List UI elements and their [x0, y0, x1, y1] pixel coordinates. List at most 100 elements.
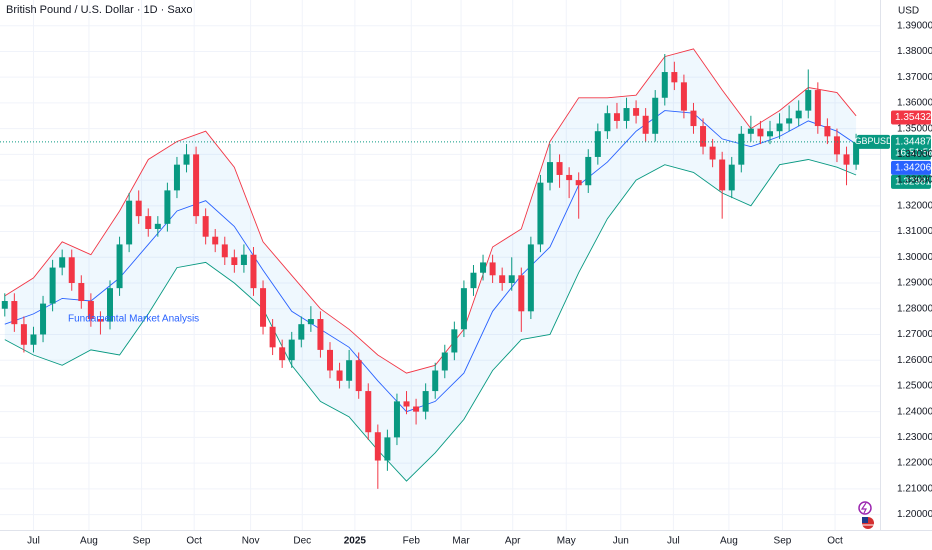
candle-body [767, 131, 773, 137]
x-tick-label: 2025 [344, 536, 367, 547]
candle-body [173, 164, 180, 191]
x-tick-label: Dec [293, 536, 311, 547]
currency-label: USD [898, 6, 919, 17]
candle-body [776, 123, 783, 132]
candle-body [97, 319, 104, 322]
candle-body [537, 182, 544, 245]
price-tag-label: 1.35432 [895, 112, 932, 123]
candle-body [240, 254, 247, 265]
y-tick-label: 1.24000 [897, 406, 932, 417]
candle-body [20, 324, 27, 345]
symbol-label: GBPUSD [854, 136, 893, 146]
last-price-tag [891, 134, 931, 160]
candle-body [441, 352, 448, 371]
candle-body [59, 257, 66, 268]
y-tick-label: 1.39000 [897, 20, 932, 31]
y-tick-label: 1.25000 [897, 381, 932, 392]
symbol-tag [857, 134, 890, 149]
x-tick-label: Jun [613, 536, 629, 547]
candle-body [700, 126, 707, 147]
candle-body [633, 108, 640, 116]
candle-body [307, 319, 314, 325]
candle-body [604, 113, 611, 132]
candle-body [87, 301, 94, 320]
price-tag-label: 1.32981 [895, 176, 932, 187]
candle-body [393, 401, 400, 438]
candle-body [49, 267, 56, 304]
grid [0, 0, 880, 530]
candle-body [642, 115, 649, 134]
candle-body [260, 288, 267, 327]
candle-body [833, 136, 840, 155]
candle-body [279, 347, 286, 361]
x-tick-label: Aug [80, 536, 98, 547]
candle-body [661, 72, 668, 98]
candle-body [384, 437, 391, 461]
candle-body [652, 97, 659, 134]
candle-body [154, 223, 161, 229]
candle-body [613, 113, 620, 121]
x-tick-label: Feb [403, 536, 421, 547]
candle-body [317, 319, 324, 350]
candle-body [719, 159, 726, 191]
candle-body [346, 360, 353, 381]
candle-body [547, 162, 553, 183]
candle-body [805, 90, 812, 111]
candle-body [527, 244, 534, 312]
y-tick-label: 1.32000 [897, 200, 932, 211]
candle-body [374, 432, 381, 461]
candle-body [518, 275, 525, 312]
x-tick-label: Jul [667, 536, 680, 547]
candle-body [747, 128, 754, 134]
candle-body [594, 131, 601, 157]
candle-body [250, 254, 257, 289]
event-icon[interactable] [858, 501, 872, 515]
candle-body [499, 275, 506, 284]
candle-body [221, 244, 228, 258]
candle-body [738, 133, 745, 165]
band-middle [4, 110, 857, 413]
candle-body [212, 236, 219, 245]
candle-body [566, 174, 573, 181]
price-tag [891, 160, 931, 175]
y-tick-label: 1.33000 [897, 175, 932, 186]
candle-body [489, 262, 496, 276]
candle-body [575, 180, 582, 186]
y-tick-label: 1.27000 [897, 329, 932, 340]
candle-body [1, 301, 8, 309]
candle-body [327, 349, 333, 371]
y-tick-label: 1.21000 [897, 483, 932, 494]
candle-body [432, 370, 439, 392]
x-tick-label: Jul [27, 536, 40, 547]
candle-body [135, 200, 142, 217]
candle-body [107, 288, 113, 322]
candles [1, 54, 860, 489]
candle-body [78, 283, 85, 302]
candle-body [193, 154, 200, 217]
candle-body [40, 303, 47, 335]
candle-body [480, 262, 487, 273]
candle-body [671, 72, 678, 83]
candle-body [470, 272, 477, 289]
candle-body [709, 146, 716, 160]
price-tag-label: 1.34206 [895, 162, 932, 173]
candle-body [824, 126, 831, 137]
candle-body [126, 200, 133, 245]
candle-body [814, 90, 821, 127]
candle-body [269, 326, 276, 348]
candle-body [853, 141, 860, 165]
annotation[interactable]: Fundamental Market Analysis [68, 314, 199, 325]
candle-body [680, 82, 687, 111]
candle-body [288, 339, 295, 361]
band-fill [4, 48, 857, 482]
candle-body [795, 110, 802, 119]
x-tick-label: Mar [452, 536, 470, 547]
candle-body [690, 110, 697, 127]
candle-body [336, 370, 343, 381]
candle-body [422, 391, 429, 412]
event-icon-bolt [860, 502, 867, 514]
candle-body [365, 391, 372, 433]
